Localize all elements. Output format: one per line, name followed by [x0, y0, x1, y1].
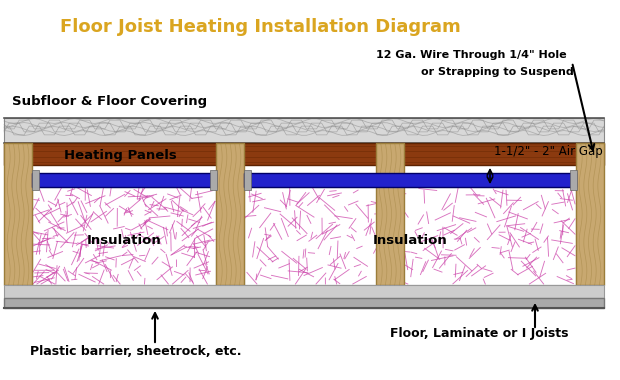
Bar: [576, 143, 604, 285]
Text: Insulation: Insulation: [373, 233, 448, 247]
Text: Insulation: Insulation: [87, 233, 161, 247]
Bar: [376, 143, 404, 285]
Bar: [210, 170, 217, 190]
Bar: [244, 173, 576, 187]
Bar: [4, 118, 604, 143]
Text: Floor Joist Heating Installation Diagram: Floor Joist Heating Installation Diagram: [60, 18, 461, 36]
Bar: [216, 143, 244, 285]
Bar: [4, 298, 604, 308]
Bar: [4, 143, 604, 165]
Bar: [4, 285, 604, 298]
Text: Heating Panels: Heating Panels: [64, 149, 176, 162]
Text: Plastic barrier, sheetrock, etc.: Plastic barrier, sheetrock, etc.: [30, 345, 242, 358]
Bar: [4, 143, 32, 285]
Bar: [244, 170, 251, 190]
Text: 1-1/2" - 2" Air Gap: 1-1/2" - 2" Air Gap: [494, 145, 603, 158]
Bar: [570, 170, 577, 190]
Bar: [32, 170, 39, 190]
Bar: [244, 187, 576, 285]
Text: 12 Ga. Wire Through 1/4" Hole: 12 Ga. Wire Through 1/4" Hole: [376, 50, 567, 60]
Text: Floor, Laminate or I Joists: Floor, Laminate or I Joists: [390, 327, 569, 340]
Text: or Strapping to Suspend: or Strapping to Suspend: [421, 67, 574, 77]
Bar: [32, 187, 216, 285]
Bar: [32, 173, 216, 187]
Text: Subfloor & Floor Covering: Subfloor & Floor Covering: [12, 95, 207, 108]
